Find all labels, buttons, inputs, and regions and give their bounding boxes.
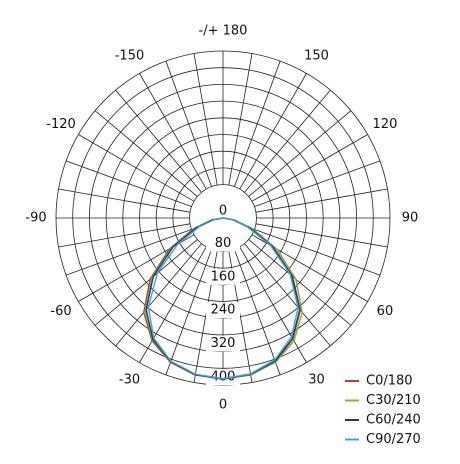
angle-tick-label: 90 — [402, 211, 419, 226]
r-tick-label: 0 — [219, 204, 227, 219]
grid-ring — [189, 184, 257, 252]
r-tick-label-bg — [206, 203, 240, 219]
angle-tick-label: -/+ 180 — [199, 24, 248, 39]
minor-grid-ring — [72, 67, 374, 369]
r-tick-label: 400 — [211, 370, 236, 385]
angle-tick-label: -30 — [119, 372, 140, 387]
r-tick-label: 80 — [215, 236, 232, 251]
r-tick-label-bg — [206, 268, 240, 285]
r-tick-label-bg — [206, 302, 240, 319]
angle-tick-label: -60 — [50, 304, 71, 319]
angle-tick-label: 120 — [373, 117, 398, 132]
legend-label: C0/180 — [366, 374, 413, 389]
r-tick-label-bg — [206, 369, 240, 385]
legend-label: C30/210 — [366, 393, 421, 408]
angle-tick-label: -150 — [115, 49, 145, 64]
minor-grid-ring — [139, 134, 307, 302]
minor-grid-ring — [105, 100, 341, 336]
legend-label: C60/240 — [366, 413, 421, 428]
angle-tick-label: 60 — [377, 304, 394, 319]
r-tick-label: 160 — [211, 269, 236, 284]
legend-label: C90/270 — [366, 432, 421, 447]
intensity-curve — [147, 217, 299, 380]
angle-tick-label: -120 — [46, 117, 76, 132]
angle-tick-label: 150 — [304, 49, 329, 64]
angle-tick-label: 30 — [308, 372, 325, 387]
angle-tick-label: 0 — [219, 398, 227, 413]
r-tick-label: 240 — [211, 303, 236, 318]
r-tick-label-bg — [206, 235, 240, 252]
r-tick-label-bg — [206, 335, 240, 352]
r-tick-label: 320 — [211, 336, 236, 351]
minor-grid-ring — [172, 167, 274, 269]
angle-tick-label: -90 — [25, 211, 46, 226]
